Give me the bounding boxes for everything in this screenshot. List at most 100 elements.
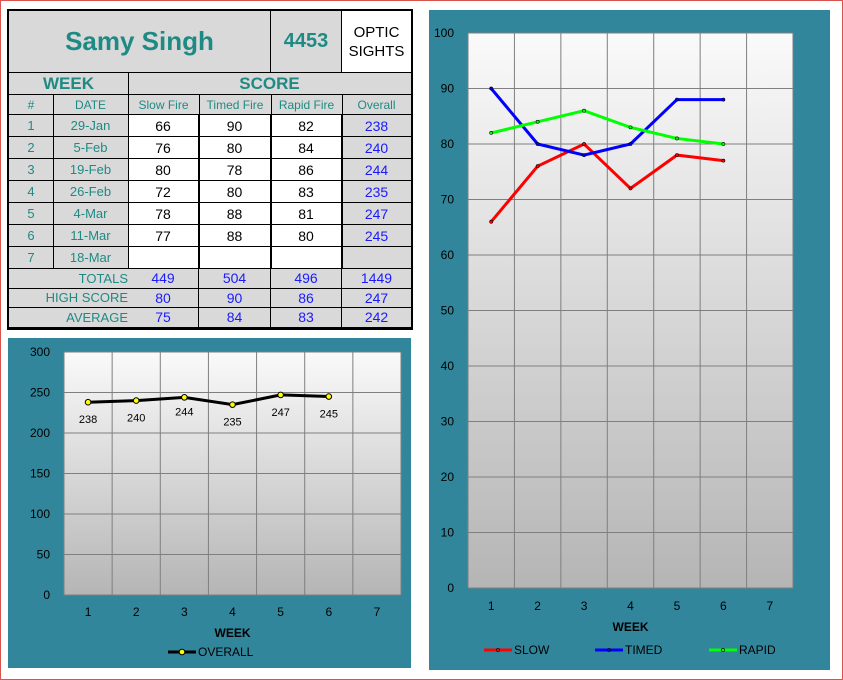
data-point xyxy=(181,394,188,401)
table-cell-overall[interactable]: 247 xyxy=(342,203,411,225)
table-cell-slow[interactable]: 66 xyxy=(128,115,199,137)
legend-marker xyxy=(496,648,500,652)
table-cell-timed[interactable]: 88 xyxy=(199,225,271,247)
table-cell-num[interactable]: 6 xyxy=(9,225,53,247)
table-cell-date[interactable]: 11-Mar xyxy=(53,225,128,247)
data-point xyxy=(132,397,140,404)
table-cell-num[interactable]: 5 xyxy=(9,203,53,225)
scores-chart: 0 10 20 30 40 50 60 70 80 90 100 1 2 3 4 5 6 7 WEEK SLOW TIM… xyxy=(434,26,794,657)
table-cell-date[interactable]: 5-Feb xyxy=(53,137,128,159)
col-header-num: # xyxy=(9,95,53,115)
table-cell-num[interactable]: 1 xyxy=(9,115,53,137)
table-cell-date[interactable]: 19-Feb xyxy=(53,159,128,181)
summary-cell-overall[interactable]: 247 xyxy=(342,288,411,308)
data-point xyxy=(675,153,679,158)
shooter-name[interactable]: Samy Singh xyxy=(9,11,271,73)
table-cell-timed[interactable]: 80 xyxy=(199,181,271,203)
table-cell-slow[interactable]: 80 xyxy=(128,159,199,181)
table-cell-rapid[interactable]: 84 xyxy=(271,137,342,159)
summary-cell-slow[interactable]: 449 xyxy=(128,269,199,289)
y-tick-label: 0 xyxy=(447,581,454,595)
table-cell-rapid[interactable]: 82 xyxy=(271,115,342,137)
y-tick-label: 40 xyxy=(441,359,455,373)
table-cell-timed[interactable]: 88 xyxy=(199,203,271,225)
table-cell-slow[interactable]: 77 xyxy=(128,225,199,247)
table-cell-num[interactable]: 3 xyxy=(9,159,53,181)
table-cell-rapid[interactable]: 80 xyxy=(271,225,342,247)
sight-type[interactable]: OPTIC SIGHTS xyxy=(342,11,411,73)
col-header-timed: Timed Fire xyxy=(199,95,271,115)
y-tick-label: 20 xyxy=(441,470,455,484)
table-cell-num[interactable]: 2 xyxy=(9,137,53,159)
table-cell-rapid[interactable]: 83 xyxy=(271,181,342,203)
summary-cell-slow[interactable]: 80 xyxy=(128,288,199,308)
summary-cell-timed[interactable]: 90 xyxy=(199,288,271,308)
table-divider xyxy=(271,95,272,269)
y-tick-label: 90 xyxy=(441,82,455,96)
table-cell-slow[interactable]: 78 xyxy=(128,203,199,225)
table-cell-date[interactable]: 29-Jan xyxy=(53,115,128,137)
table-cell-overall[interactable] xyxy=(342,247,411,269)
x-tick-label: 5 xyxy=(277,605,284,619)
data-point xyxy=(535,164,540,169)
table-divider xyxy=(128,95,129,269)
col-header-date: DATE xyxy=(53,95,128,115)
summary-cell-slow[interactable]: 75 xyxy=(128,308,199,328)
table-cell-overall[interactable]: 244 xyxy=(342,159,411,181)
table-cell-timed[interactable]: 90 xyxy=(199,115,271,137)
x-tick-label: 1 xyxy=(488,599,495,613)
y-tick-label: 50 xyxy=(37,548,51,562)
table-cell-timed[interactable]: 80 xyxy=(199,137,271,159)
table-cell-date[interactable]: 26-Feb xyxy=(53,181,128,203)
table-cell-overall[interactable]: 240 xyxy=(342,137,411,159)
summary-cell-overall[interactable]: 1449 xyxy=(342,269,411,289)
table-cell-date[interactable]: 18-Mar xyxy=(53,247,128,269)
table-cell-slow[interactable]: 76 xyxy=(128,137,199,159)
summary-cell-rapid[interactable]: 86 xyxy=(271,288,342,308)
y-tick-label: 80 xyxy=(441,137,455,151)
summary-cell-rapid[interactable]: 83 xyxy=(271,308,342,328)
y-tick-label: 300 xyxy=(30,345,50,359)
legend-label-overall: OVERALL xyxy=(198,645,254,659)
summary-cell-rapid[interactable]: 496 xyxy=(271,269,342,289)
table-cell-num[interactable]: 4 xyxy=(9,181,53,203)
x-axis-label: WEEK xyxy=(613,620,649,634)
x-tick-label: 7 xyxy=(374,605,381,619)
series-line-overall xyxy=(88,393,329,407)
table-cell-timed[interactable]: 78 xyxy=(199,159,271,181)
table-cell-rapid[interactable] xyxy=(271,247,342,269)
data-point xyxy=(535,119,540,124)
summary-cell-timed[interactable]: 84 xyxy=(199,308,271,328)
table-cell-slow[interactable] xyxy=(128,247,199,269)
table-divider xyxy=(128,73,129,95)
summary-cell-timed[interactable]: 504 xyxy=(199,269,271,289)
data-point xyxy=(489,219,494,224)
x-tick-label: 4 xyxy=(229,605,236,619)
table-cell-num[interactable]: 7 xyxy=(9,247,53,269)
sight-type-line1: OPTIC xyxy=(353,23,400,41)
shooter-id[interactable]: 4453 xyxy=(271,11,342,73)
y-tick-label: 70 xyxy=(441,193,455,207)
x-tick-label: 2 xyxy=(534,599,541,613)
col-header-overall: Overall xyxy=(342,95,411,115)
table-cell-rapid[interactable]: 86 xyxy=(271,159,342,181)
legend-label-timed: TIMED xyxy=(625,643,663,657)
x-tick-label: 2 xyxy=(133,605,140,619)
table-cell-overall[interactable]: 238 xyxy=(342,115,411,137)
table-cell-rapid[interactable]: 81 xyxy=(271,203,342,225)
y-tick-label: 0 xyxy=(43,588,50,602)
data-point xyxy=(721,142,726,146)
data-point xyxy=(628,186,633,191)
table-cell-date[interactable]: 4-Mar xyxy=(53,203,128,225)
legend-marker xyxy=(178,648,186,656)
y-tick-label: 200 xyxy=(30,426,50,440)
data-label: 247 xyxy=(271,407,289,419)
data-label: 244 xyxy=(175,406,193,418)
table-cell-timed[interactable] xyxy=(199,247,271,269)
summary-cell-overall[interactable]: 242 xyxy=(342,308,411,328)
table-divider xyxy=(342,95,343,269)
table-cell-slow[interactable]: 72 xyxy=(128,181,199,203)
series-line-rapid xyxy=(490,109,724,146)
table-cell-overall[interactable]: 245 xyxy=(342,225,411,247)
table-cell-overall[interactable]: 235 xyxy=(342,181,411,203)
